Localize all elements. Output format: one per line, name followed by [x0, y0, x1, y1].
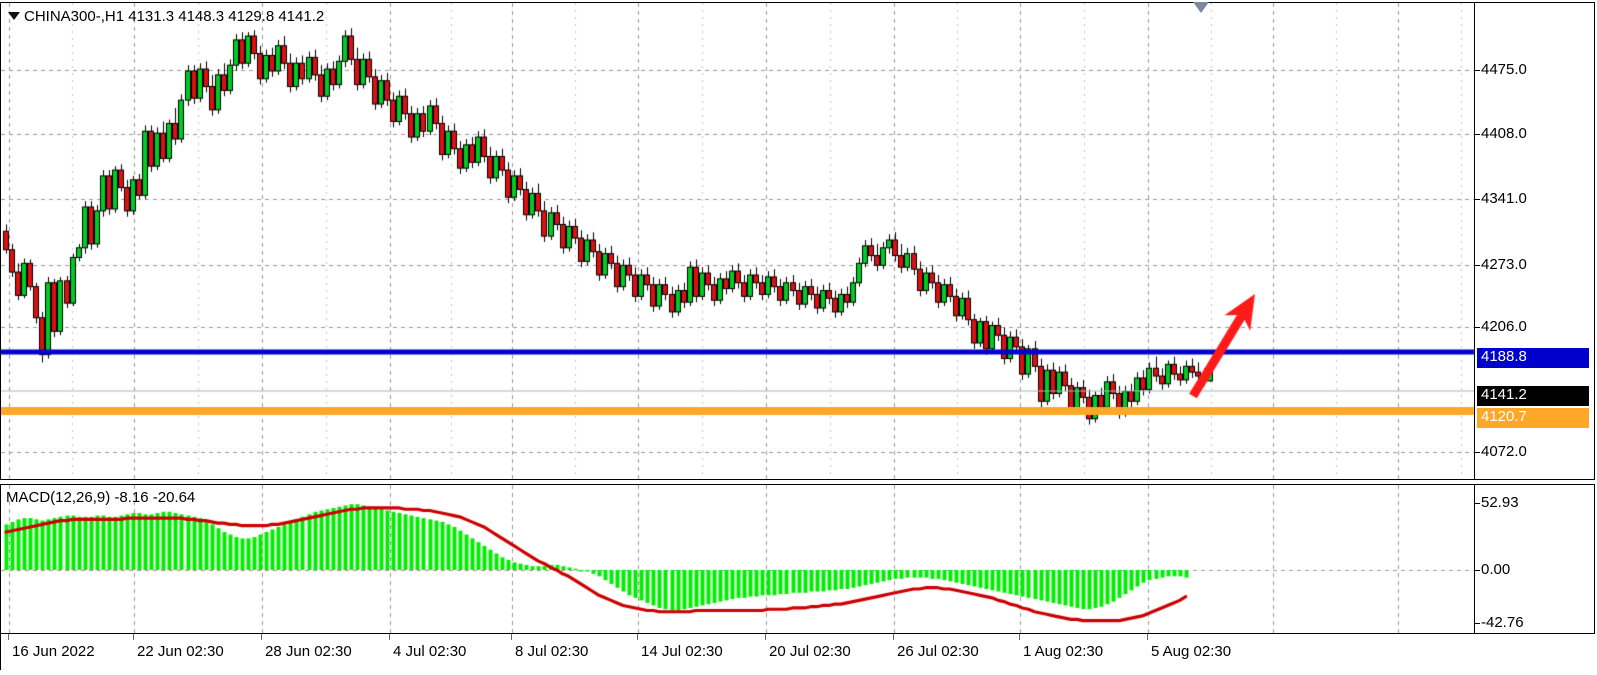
price-axis-label: 4072.0 [1481, 443, 1527, 460]
macd-axis-label: 0.00 [1481, 561, 1511, 578]
time-tick [389, 634, 390, 640]
price-chart-canvas[interactable] [1, 3, 1594, 479]
price-scale-divider [1474, 3, 1475, 479]
macd-indicator-panel[interactable] [0, 484, 1595, 634]
macd-tick [1474, 570, 1480, 571]
macd-chart-canvas[interactable] [1, 485, 1594, 633]
time-axis-label: 5 Aug 02:30 [1151, 643, 1232, 660]
macd-axis-label: -42.76 [1481, 614, 1524, 631]
price-chart-panel[interactable] [0, 2, 1595, 480]
macd-tick [1474, 623, 1480, 624]
time-axis-label: 20 Jul 02:30 [769, 643, 851, 660]
time-axis-label: 22 Jun 02:30 [137, 643, 224, 660]
price-tick [1474, 199, 1480, 200]
time-axis-label: 8 Jul 02:30 [515, 643, 589, 660]
chart-top-marker-icon [1193, 2, 1209, 13]
macd-scale-divider [1474, 485, 1475, 633]
time-tick [8, 634, 9, 640]
price-tag-last[interactable]: 4141.2 [1477, 386, 1589, 406]
time-axis-label: 28 Jun 02:30 [265, 643, 352, 660]
price-tick [1474, 327, 1480, 328]
time-axis-label: 26 Jul 02:30 [897, 643, 979, 660]
time-axis-label: 16 Jun 2022 [12, 643, 95, 660]
triangle-down-icon[interactable] [8, 12, 20, 20]
time-tick [893, 634, 894, 640]
price-tick [1474, 70, 1480, 71]
time-tick [511, 634, 512, 640]
price-axis-label: 4206.0 [1481, 318, 1527, 335]
time-tick [1019, 634, 1020, 640]
time-tick [1147, 634, 1148, 640]
time-axis-label: 4 Jul 02:30 [393, 643, 467, 660]
price-axis-label: 4341.0 [1481, 190, 1527, 207]
price-tick [1474, 452, 1480, 453]
price-axis-label: 4408.0 [1481, 125, 1527, 142]
time-tick [765, 634, 766, 640]
macd-tick [1474, 503, 1480, 504]
macd-axis-label: 52.93 [1481, 494, 1519, 511]
time-axis-label: 14 Jul 02:30 [641, 643, 723, 660]
time-tick [261, 634, 262, 640]
macd-legend: MACD(12,26,9) -8.16 -20.64 [6, 489, 196, 506]
time-axis-label: 1 Aug 02:30 [1023, 643, 1104, 660]
price-tick [1474, 265, 1480, 266]
time-tick [637, 634, 638, 640]
time-tick [133, 634, 134, 640]
time-axis [0, 634, 1595, 670]
price-tick [1474, 134, 1480, 135]
price-axis-label: 4475.0 [1481, 61, 1527, 78]
price-tag-support[interactable]: 4120.7 [1477, 408, 1589, 428]
price-tag-resistance[interactable]: 4188.8 [1477, 348, 1589, 368]
symbol-legend: CHINA300-,H1 4131.3 4148.3 4129.8 4141.2 [24, 8, 325, 25]
price-axis-label: 4273.0 [1481, 256, 1527, 273]
